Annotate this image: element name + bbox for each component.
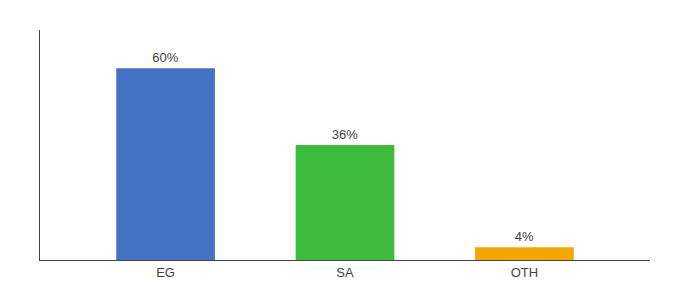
svg-text:SA: SA [336, 265, 354, 280]
svg-text:36%: 36% [332, 127, 358, 142]
svg-text:60%: 60% [152, 50, 178, 65]
svg-text:4%: 4% [515, 229, 534, 244]
svg-text:OTH: OTH [511, 265, 538, 280]
svg-text:EG: EG [156, 265, 175, 280]
